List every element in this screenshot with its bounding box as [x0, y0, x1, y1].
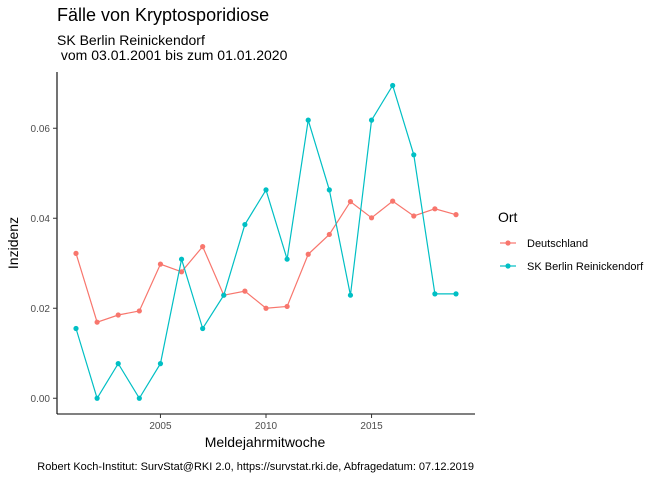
data-point — [432, 206, 438, 212]
chart-caption: Robert Koch-Institut: SurvStat@RKI 2.0, … — [37, 461, 474, 473]
legend-label: Deutschland — [527, 238, 588, 250]
data-point — [347, 292, 354, 298]
data-point — [178, 256, 185, 262]
y-tick-label: 0.00 — [31, 394, 51, 405]
legend-key-point — [505, 240, 511, 246]
data-point — [115, 361, 121, 367]
data-point — [263, 187, 269, 193]
x-tick-label: 2010 — [255, 421, 278, 432]
data-point — [411, 213, 417, 219]
chart-subtitle-line2: vom 03.01.2001 bis zum 01.01.2020 — [57, 47, 288, 63]
x-axis-title: Meldejahrmitwoche — [205, 434, 326, 450]
data-point — [157, 261, 164, 267]
x-tick-label: 2015 — [360, 421, 383, 432]
data-point — [263, 305, 269, 311]
chart-subtitle-line1: SK Berlin Reinickendorf — [57, 32, 205, 48]
data-point — [390, 82, 396, 89]
legend-title: Ort — [498, 209, 518, 225]
data-point — [284, 303, 290, 310]
data-point — [326, 187, 332, 193]
y-tick-label: 0.02 — [31, 304, 51, 315]
legend-key-point — [505, 263, 511, 269]
data-point — [453, 291, 459, 297]
data-point — [390, 198, 396, 204]
data-point — [432, 291, 438, 297]
legend-label: SK Berlin Reinickendorf — [527, 261, 644, 273]
data-point — [157, 361, 164, 367]
data-point — [73, 250, 79, 256]
x-tick-label: 2005 — [149, 421, 172, 432]
data-point — [115, 312, 121, 318]
legend: Ort Deutschland SK Berlin Reinickendorf — [498, 209, 644, 273]
data-point — [411, 152, 417, 158]
data-point — [326, 231, 332, 238]
data-point — [200, 325, 206, 332]
data-point — [94, 319, 100, 325]
data-point — [305, 251, 311, 257]
data-point — [136, 308, 142, 314]
data-point — [178, 269, 185, 275]
data-point — [284, 256, 290, 262]
series-line-1 — [75, 200, 457, 323]
data-point — [221, 292, 227, 298]
series-line-2 — [75, 84, 456, 400]
data-point — [368, 215, 375, 221]
data-point — [94, 395, 100, 401]
data-point — [136, 395, 142, 401]
chart-title: Fälle von Kryptosporidiose — [57, 5, 269, 25]
data-point — [305, 117, 311, 123]
data-point — [368, 117, 375, 123]
y-tick-label: 0.04 — [31, 214, 51, 225]
data-point — [200, 244, 206, 250]
plot-panel: 0.00 0.02 0.04 0.06 2005 2010 2015 — [31, 72, 475, 432]
data-point — [73, 325, 79, 332]
y-tick-label: 0.06 — [31, 124, 51, 135]
y-axis-title: Inzidenz — [5, 217, 21, 269]
data-point — [242, 221, 248, 228]
data-point — [242, 288, 248, 294]
data-point — [453, 212, 459, 218]
data-point — [347, 199, 354, 205]
